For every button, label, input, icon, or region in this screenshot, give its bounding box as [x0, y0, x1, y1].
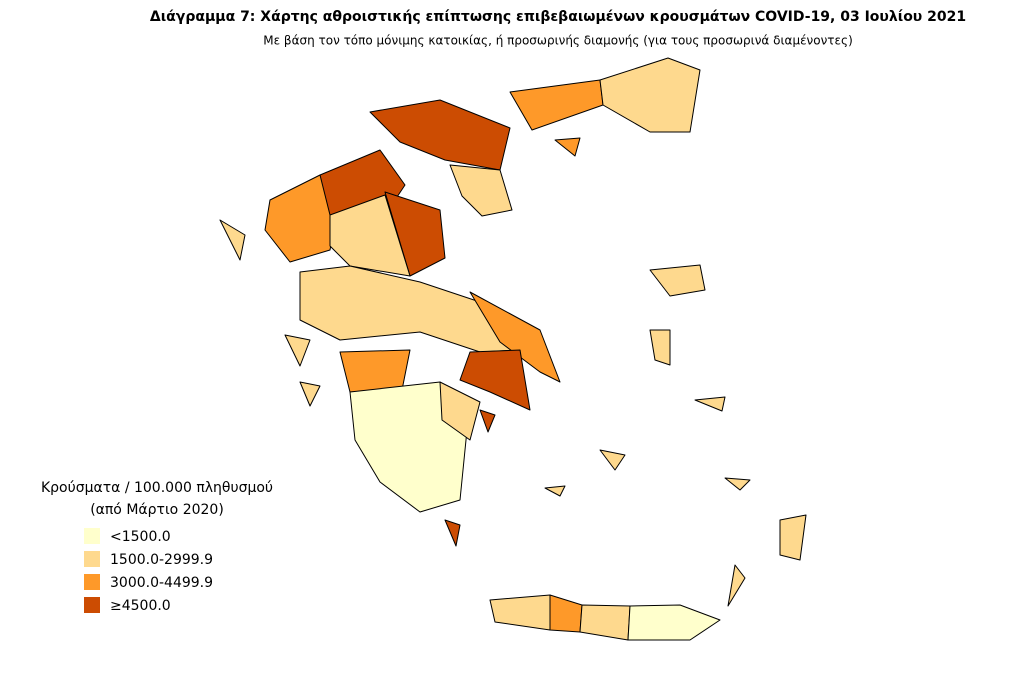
legend: <1500.0 1500.0-2999.9 3000.0-4499.9 ≥4500.0: [84, 528, 213, 614]
region: [554, 137, 581, 157]
legend-label: 1500.0-2999.9: [110, 552, 213, 568]
region: [329, 194, 411, 277]
region: [284, 334, 311, 367]
region: [549, 594, 583, 633]
title: Διάγραμμα 7: Χάρτης αθροιστικής επίπτωση…: [150, 9, 966, 25]
greece-map: [219, 57, 807, 641]
region: [627, 604, 721, 641]
region: [599, 57, 701, 133]
legend-subtitle: (από Μάρτιο 2020): [90, 502, 224, 518]
region: [444, 519, 461, 547]
legend-label: 3000.0-4499.9: [110, 575, 213, 591]
region: [469, 291, 561, 383]
region: [369, 99, 511, 171]
region: [694, 396, 726, 412]
region: [439, 381, 481, 441]
region: [779, 514, 807, 561]
legend-swatch: [84, 597, 100, 613]
region: [544, 485, 566, 497]
region: [339, 349, 411, 393]
legend-swatch: [84, 574, 100, 590]
legend-swatch: [84, 528, 100, 544]
region: [449, 164, 513, 217]
legend-label: <1500.0: [110, 529, 171, 545]
region: [459, 349, 531, 411]
region: [599, 449, 626, 471]
region: [649, 264, 706, 297]
region: [649, 329, 671, 366]
legend-label: ≥4500.0: [110, 598, 171, 614]
legend-swatch: [84, 551, 100, 567]
region: [479, 409, 496, 433]
region: [299, 381, 321, 407]
legend-title: Κρούσματα / 100.000 πληθυσμού: [41, 480, 273, 496]
subtitle: Με βάση τον τόπο μόνιμης κατοικίας, ή πρ…: [263, 34, 853, 48]
region: [579, 604, 631, 641]
region: [509, 79, 604, 131]
region: [219, 219, 246, 261]
region: [727, 564, 746, 607]
region: [489, 594, 551, 631]
region: [724, 477, 751, 491]
